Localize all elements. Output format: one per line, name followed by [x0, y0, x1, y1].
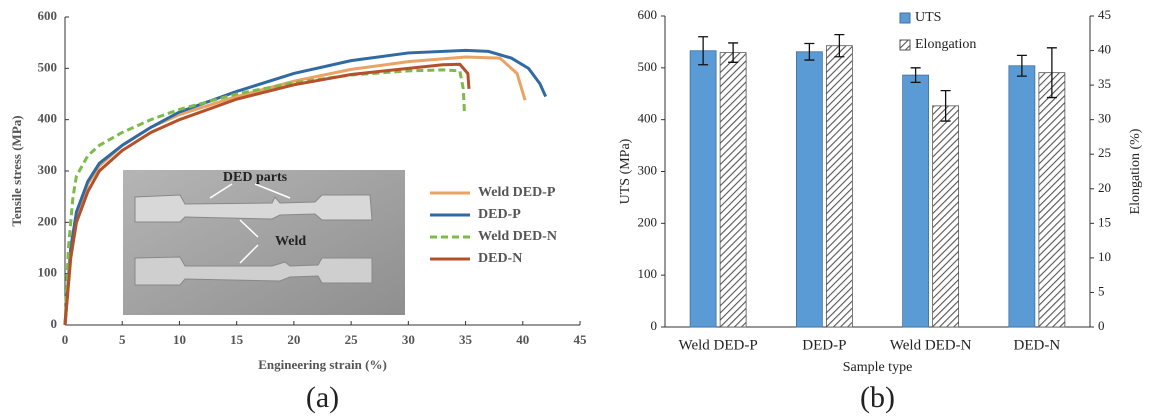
x-tick-label: 20 [287, 332, 300, 347]
y-tick-label: 600 [38, 8, 58, 23]
y-tick-label: 0 [51, 316, 58, 331]
legend-label: DED-N [478, 251, 522, 266]
legend-label: Elongation [915, 37, 976, 52]
y-tick-label: 500 [38, 59, 58, 74]
x-tick-label: 45 [574, 332, 588, 347]
curve [63, 48, 548, 326]
bar [1008, 65, 1036, 328]
legend-label: Weld DED-N [478, 229, 557, 244]
legend-label: DED-P [478, 207, 521, 222]
legend-swatch [899, 12, 911, 24]
caption: (a) [306, 381, 339, 414]
x-tick-label: 0 [62, 332, 69, 347]
y-tick-label: 400 [38, 111, 58, 126]
bar [1038, 72, 1066, 328]
x-tick-label: 25 [345, 332, 359, 347]
x-tick-label: 35 [459, 332, 473, 347]
y2-tick-label: 15 [1098, 214, 1111, 229]
y2-tick-label: 10 [1098, 249, 1111, 264]
error-bar [1046, 47, 1057, 99]
y-tick-label: 300 [38, 162, 58, 177]
error-bar [698, 36, 709, 66]
x-tick-label: 10 [173, 332, 186, 347]
bar [932, 105, 960, 328]
x-tick-label: Weld DED-P [679, 337, 758, 353]
legend-label: Weld DED-P [478, 185, 556, 200]
curve [63, 62, 471, 326]
x-tick-label: 40 [516, 332, 529, 347]
y-tick-label: 200 [38, 213, 58, 228]
x-axis-label: Engineering strain (%) [258, 357, 387, 372]
x-tick-label: DED-P [802, 337, 846, 353]
y-tick-label: 100 [38, 265, 58, 280]
bar [719, 52, 747, 328]
x-tick-label: 5 [119, 332, 126, 347]
y-tick-label: 100 [638, 266, 658, 281]
y2-tick-label: 45 [1098, 7, 1111, 22]
x-tick-label: DED-N [1014, 337, 1061, 353]
x-axis-label: Sample type [843, 360, 913, 375]
error-bar [910, 67, 921, 83]
y2-tick-label: 30 [1098, 111, 1111, 126]
inset-photo [123, 170, 405, 315]
error-bar [834, 34, 845, 58]
bar [689, 50, 717, 328]
bar [795, 51, 823, 328]
annotation: DED parts [223, 170, 288, 185]
caption: (b) [860, 381, 895, 414]
x-tick-label: Weld DED-N [890, 337, 972, 353]
y2-tick-label: 0 [1098, 318, 1105, 333]
y-tick-label: 0 [651, 318, 658, 333]
legend-swatch [899, 39, 911, 51]
error-bar [1016, 54, 1027, 77]
y-axis-label: UTS (MPa) [618, 138, 633, 204]
y2-tick-label: 5 [1098, 283, 1105, 298]
y-tick-label: 300 [638, 162, 658, 177]
error-bar [940, 89, 951, 122]
y-tick-label: 400 [638, 111, 658, 126]
curve [63, 68, 466, 326]
error-bar [728, 42, 739, 63]
bar [902, 74, 930, 328]
y-tick-label: 500 [638, 59, 658, 74]
legend-label: UTS [915, 10, 941, 25]
y-axis-label: Tensile stress (MPa) [9, 115, 24, 226]
y2-axis-label: Elongation (%) [1128, 128, 1143, 214]
annotation: Weld [275, 234, 306, 249]
y2-tick-label: 20 [1098, 180, 1111, 195]
y-tick-label: 200 [638, 214, 658, 229]
y2-tick-label: 25 [1098, 145, 1111, 160]
y-tick-label: 600 [638, 7, 658, 22]
bar [825, 45, 853, 328]
error-bar [804, 42, 815, 61]
y2-tick-label: 35 [1098, 76, 1111, 91]
y2-tick-label: 40 [1098, 42, 1111, 57]
x-tick-label: 30 [402, 332, 415, 347]
x-tick-label: 15 [230, 332, 244, 347]
